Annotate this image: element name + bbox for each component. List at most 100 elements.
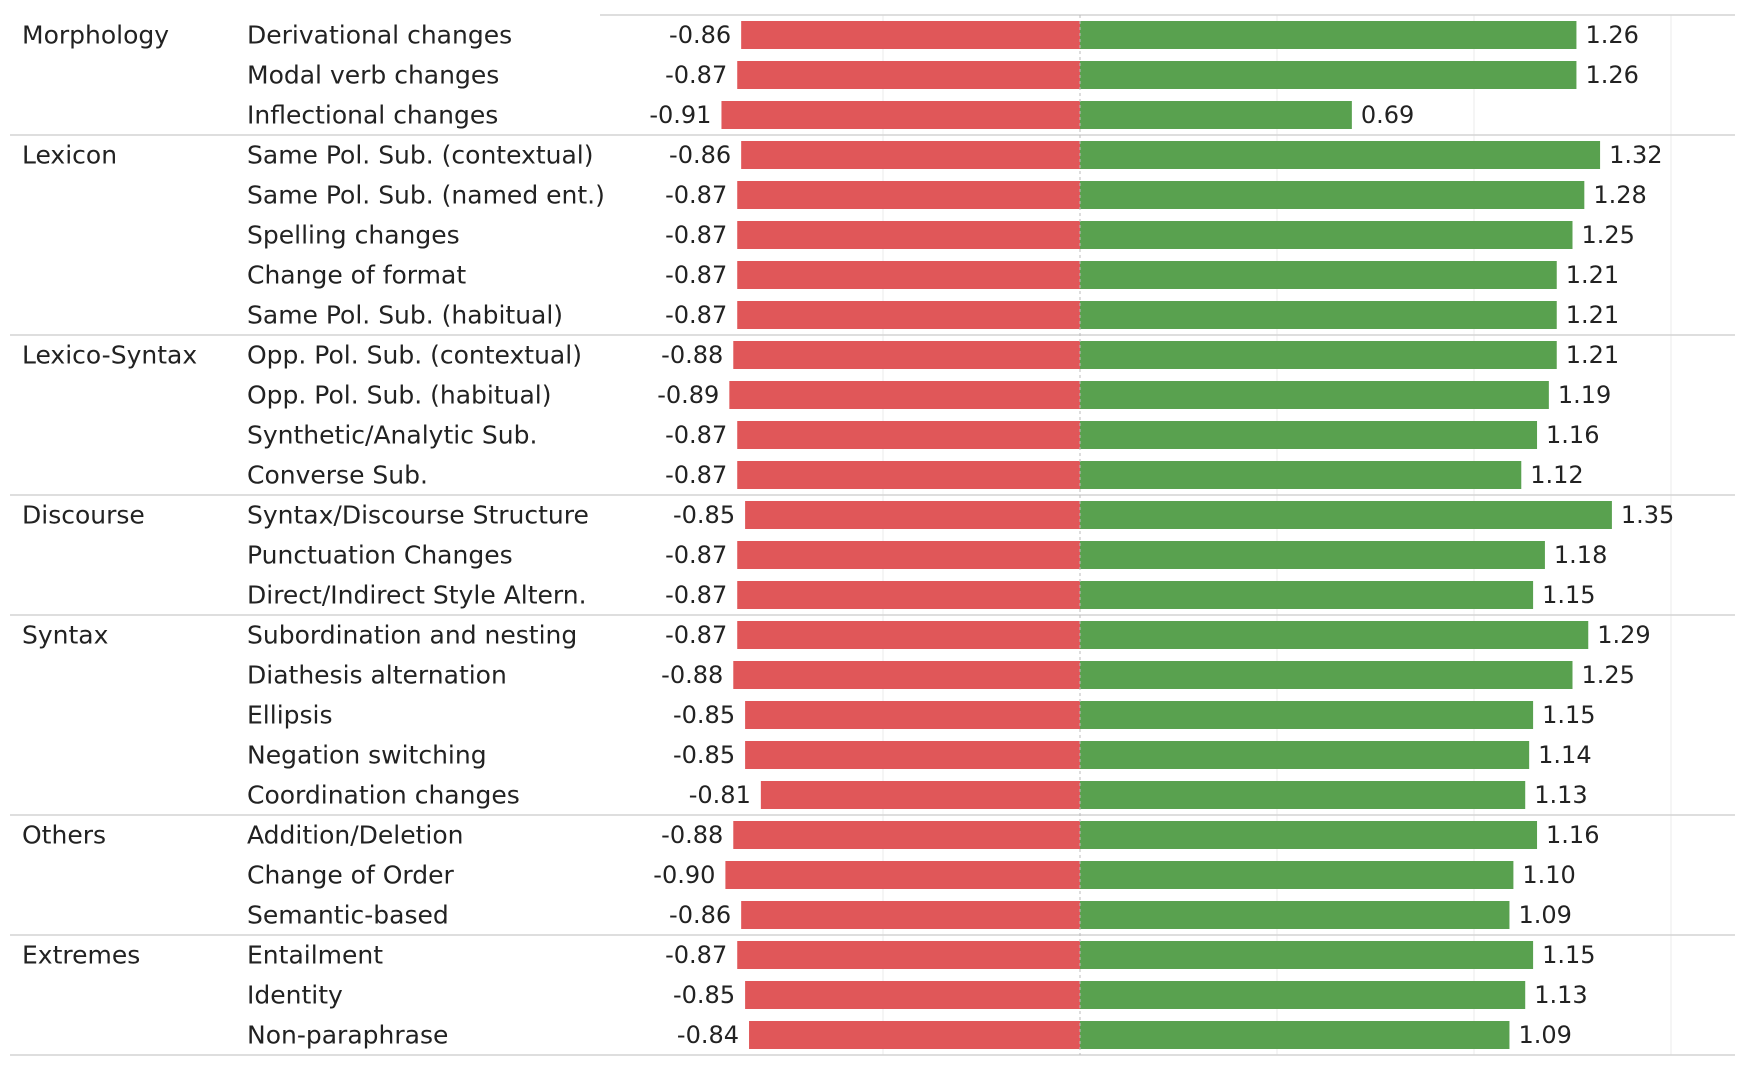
positive-value-label: 1.25 [1582, 661, 1635, 689]
negative-value-label: -0.89 [657, 381, 719, 409]
negative-value-label: -0.85 [673, 501, 735, 529]
category-label: Syntax/Discourse Structure [247, 501, 589, 530]
negative-value-label: -0.87 [665, 301, 727, 329]
group-label: Extremes [22, 941, 140, 970]
group-label: Lexicon [22, 141, 117, 170]
negative-bar [737, 261, 1080, 289]
negative-bar [733, 661, 1080, 689]
category-label: Same Pol. Sub. (habitual) [247, 301, 563, 330]
positive-bar [1080, 981, 1526, 1009]
positive-value-label: 0.69 [1361, 101, 1414, 129]
positive-bar [1080, 181, 1585, 209]
group-label: Lexico-Syntax [22, 341, 197, 370]
negative-value-label: -0.90 [653, 861, 715, 889]
negative-bar [737, 421, 1080, 449]
negative-bar [737, 941, 1080, 969]
negative-bar [729, 381, 1080, 409]
positive-bar [1080, 21, 1577, 49]
positive-value-label: 1.35 [1621, 501, 1674, 529]
positive-value-label: 1.18 [1554, 541, 1607, 569]
category-label: Addition/Deletion [247, 821, 464, 850]
negative-value-label: -0.86 [669, 901, 731, 929]
negative-value-label: -0.87 [665, 181, 727, 209]
negative-bar [737, 461, 1080, 489]
positive-bar [1080, 1021, 1510, 1049]
positive-bar [1080, 221, 1573, 249]
category-label: Direct/Indirect Style Altern. [247, 581, 587, 610]
positive-value-label: 1.12 [1530, 461, 1583, 489]
category-label: Change of Order [247, 861, 454, 890]
negative-value-label: -0.87 [665, 221, 727, 249]
negative-value-label: -0.87 [665, 541, 727, 569]
positive-bar [1080, 861, 1514, 889]
positive-value-label: 1.15 [1542, 701, 1595, 729]
negative-value-label: -0.87 [665, 941, 727, 969]
negative-value-label: -0.87 [665, 61, 727, 89]
negative-value-label: -0.81 [689, 781, 751, 809]
category-label: Derivational changes [247, 21, 512, 50]
category-label: Change of format [247, 261, 466, 290]
negative-value-label: -0.87 [665, 581, 727, 609]
positive-value-label: 1.09 [1518, 901, 1571, 929]
negative-bar [745, 701, 1080, 729]
positive-bar [1080, 781, 1526, 809]
category-label: Opp. Pol. Sub. (habitual) [247, 381, 552, 410]
group-label: Morphology [22, 21, 169, 50]
positive-value-label: 1.15 [1542, 581, 1595, 609]
positive-bar [1080, 61, 1577, 89]
group-label: Syntax [22, 621, 108, 650]
category-label: Converse Sub. [247, 461, 428, 490]
negative-bar [733, 341, 1080, 369]
negative-bar [745, 501, 1080, 529]
positive-value-label: 1.13 [1534, 981, 1587, 1009]
category-label: Negation switching [247, 741, 487, 770]
negative-value-label: -0.85 [673, 701, 735, 729]
category-label: Synthetic/Analytic Sub. [247, 421, 537, 450]
negative-value-label: -0.91 [649, 101, 711, 129]
negative-bar [741, 21, 1080, 49]
positive-bar [1080, 821, 1538, 849]
positive-value-label: 1.21 [1566, 261, 1619, 289]
positive-value-label: 1.15 [1542, 941, 1595, 969]
positive-value-label: 1.16 [1546, 421, 1599, 449]
negative-value-label: -0.87 [665, 461, 727, 489]
positive-value-label: 1.14 [1538, 741, 1591, 769]
negative-bar [737, 301, 1080, 329]
positive-value-label: 1.21 [1566, 301, 1619, 329]
category-label: Entailment [247, 941, 383, 970]
group-label: Discourse [22, 501, 145, 530]
negative-value-label: -0.86 [669, 141, 731, 169]
negative-value-label: -0.86 [669, 21, 731, 49]
positive-value-label: 1.16 [1546, 821, 1599, 849]
negative-value-label: -0.85 [673, 741, 735, 769]
negative-value-label: -0.88 [661, 341, 723, 369]
category-label: Inflectional changes [247, 101, 498, 130]
negative-value-label: -0.87 [665, 261, 727, 289]
positive-value-label: 1.28 [1593, 181, 1646, 209]
positive-bar [1080, 141, 1601, 169]
positive-bar [1080, 581, 1534, 609]
positive-bar [1080, 381, 1549, 409]
category-label: Same Pol. Sub. (named ent.) [247, 181, 605, 210]
category-label: Same Pol. Sub. (contextual) [247, 141, 594, 170]
positive-bar [1080, 901, 1510, 929]
negative-value-label: -0.87 [665, 421, 727, 449]
negative-value-label: -0.88 [661, 661, 723, 689]
category-label: Diathesis alternation [247, 661, 507, 690]
negative-bar [737, 581, 1080, 609]
negative-bar [737, 61, 1080, 89]
negative-bar [721, 101, 1080, 129]
category-label: Non-paraphrase [247, 1021, 448, 1050]
positive-value-label: 1.09 [1518, 1021, 1571, 1049]
positive-value-label: 1.21 [1566, 341, 1619, 369]
group-label: Others [22, 821, 106, 850]
negative-bar [737, 621, 1080, 649]
negative-bar [737, 221, 1080, 249]
category-label: Coordination changes [247, 781, 520, 810]
negative-bar [741, 141, 1080, 169]
negative-value-label: -0.87 [665, 621, 727, 649]
category-label: Modal verb changes [247, 61, 499, 90]
positive-value-label: 1.25 [1582, 221, 1635, 249]
negative-bar [745, 741, 1080, 769]
category-label: Semantic-based [247, 901, 449, 930]
